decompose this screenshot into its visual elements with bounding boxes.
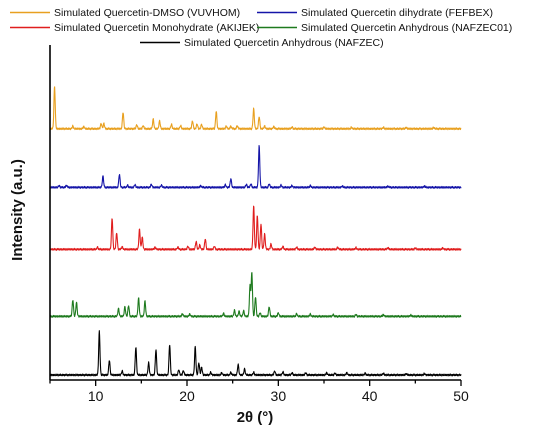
x-tick-label: 50: [453, 388, 469, 404]
legend-label-2: Simulated Quercetin Monohydrate (AKIJEK): [54, 22, 259, 34]
legend-label-4: Simulated Quercetin Anhydrous (NAFZEC): [184, 37, 384, 49]
legend-label-3: Simulated Quercetin Anhydrous (NAFZEC01): [301, 22, 512, 34]
axes: 10 20 30 40 50: [49, 45, 469, 404]
legend: Simulated Quercetin-DMSO (VUVHOM) Simulat…: [10, 7, 512, 49]
series-line-2: [49, 205, 462, 251]
series-line-4: [49, 330, 462, 377]
y-axis-label: Intensity (a.u.): [9, 159, 26, 261]
x-tick-label: 20: [179, 388, 195, 404]
x-tick-label: 30: [271, 388, 287, 404]
series-line-0: [49, 86, 462, 131]
x-tick-label: 10: [88, 388, 104, 404]
legend-label-1: Simulated Quercetin dihydrate (FEFBEX): [301, 7, 493, 19]
series-line-1: [49, 144, 462, 189]
x-axis-label: 2θ (°): [237, 409, 274, 426]
series-line-3: [49, 272, 462, 318]
x-tick-label: 40: [362, 388, 378, 404]
legend-label-0: Simulated Quercetin-DMSO (VUVHOM): [54, 7, 240, 19]
plot-traces: [49, 86, 462, 377]
